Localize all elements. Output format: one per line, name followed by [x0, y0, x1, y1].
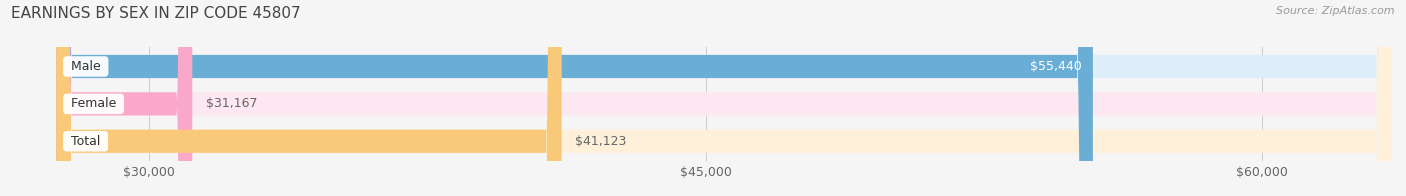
- Text: $41,123: $41,123: [575, 135, 627, 148]
- FancyBboxPatch shape: [56, 0, 1392, 196]
- FancyBboxPatch shape: [56, 0, 561, 196]
- Text: $31,167: $31,167: [205, 97, 257, 110]
- Text: Female: Female: [67, 97, 121, 110]
- FancyBboxPatch shape: [56, 0, 1092, 196]
- Text: Source: ZipAtlas.com: Source: ZipAtlas.com: [1277, 6, 1395, 16]
- Text: EARNINGS BY SEX IN ZIP CODE 45807: EARNINGS BY SEX IN ZIP CODE 45807: [11, 6, 301, 21]
- Text: Total: Total: [67, 135, 104, 148]
- FancyBboxPatch shape: [56, 0, 1392, 196]
- Text: Male: Male: [67, 60, 104, 73]
- FancyBboxPatch shape: [56, 0, 193, 196]
- FancyBboxPatch shape: [56, 0, 1392, 196]
- Text: $55,440: $55,440: [1031, 60, 1083, 73]
